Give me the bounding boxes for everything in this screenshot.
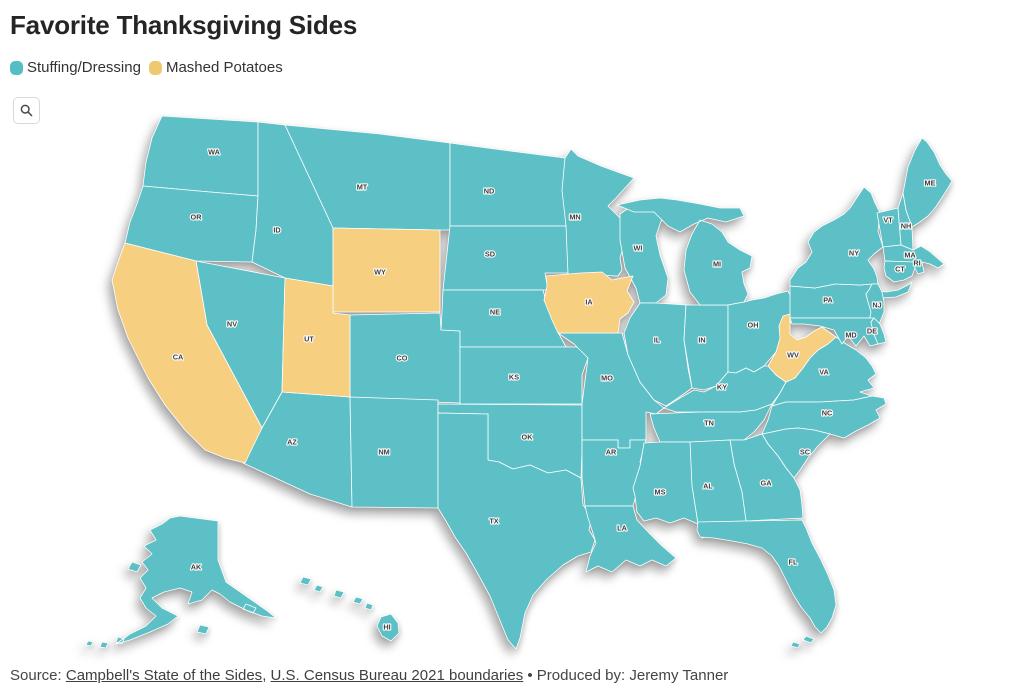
state-ME[interactable] — [902, 137, 953, 228]
state-TX[interactable] — [437, 412, 596, 650]
state-MS[interactable] — [632, 441, 699, 525]
state-WY[interactable] — [332, 227, 441, 313]
state-MI[interactable] — [616, 197, 753, 306]
state-UT[interactable] — [281, 277, 351, 398]
state-WA[interactable] — [142, 115, 259, 197]
search-icon — [20, 104, 33, 117]
legend-item-stuffing: Stuffing/Dressing — [10, 59, 141, 76]
state-PA[interactable] — [789, 283, 875, 319]
source-prefix: Source: — [10, 667, 66, 684]
page-title: Favorite Thanksgiving Sides — [10, 10, 358, 40]
state-RI[interactable] — [913, 261, 925, 275]
source-link-census[interactable]: U.S. Census Bureau 2021 boundaries — [270, 667, 524, 684]
legend-item-mashed: Mashed Potatoes — [148, 59, 283, 76]
source-link-campbells[interactable]: Campbell's State of the Sides — [65, 667, 263, 684]
legend-label-stuffing: Stuffing/Dressing — [27, 59, 141, 76]
state-LA[interactable] — [584, 505, 677, 573]
source-separator: , — [262, 667, 271, 684]
state-HI[interactable] — [299, 576, 400, 642]
state-CT[interactable] — [883, 260, 916, 283]
state-ND[interactable] — [449, 142, 569, 227]
state-KS[interactable] — [459, 346, 589, 405]
legend: Stuffing/Dressing Mashed Potatoes — [10, 59, 283, 76]
states-layer — [85, 115, 953, 650]
state-IN[interactable] — [683, 304, 729, 391]
state-AK[interactable] — [85, 515, 277, 649]
state-CA[interactable] — [111, 242, 263, 464]
state-DE[interactable] — [870, 317, 887, 345]
state-NM[interactable] — [349, 396, 439, 509]
state-IA[interactable] — [543, 271, 635, 334]
search-button[interactable] — [13, 97, 40, 124]
state-FL[interactable] — [696, 519, 837, 649]
legend-label-mashed: Mashed Potatoes — [165, 59, 283, 76]
legend-swatch-mashed — [148, 60, 162, 75]
source-line: Source: Campbell's State of the Sides, U… — [10, 667, 728, 684]
produced-by: • Produced by: Jeremy Tanner — [523, 667, 729, 684]
legend-swatch-stuffing — [10, 60, 23, 75]
state-WV[interactable] — [767, 313, 837, 383]
state-OR[interactable] — [124, 185, 259, 263]
